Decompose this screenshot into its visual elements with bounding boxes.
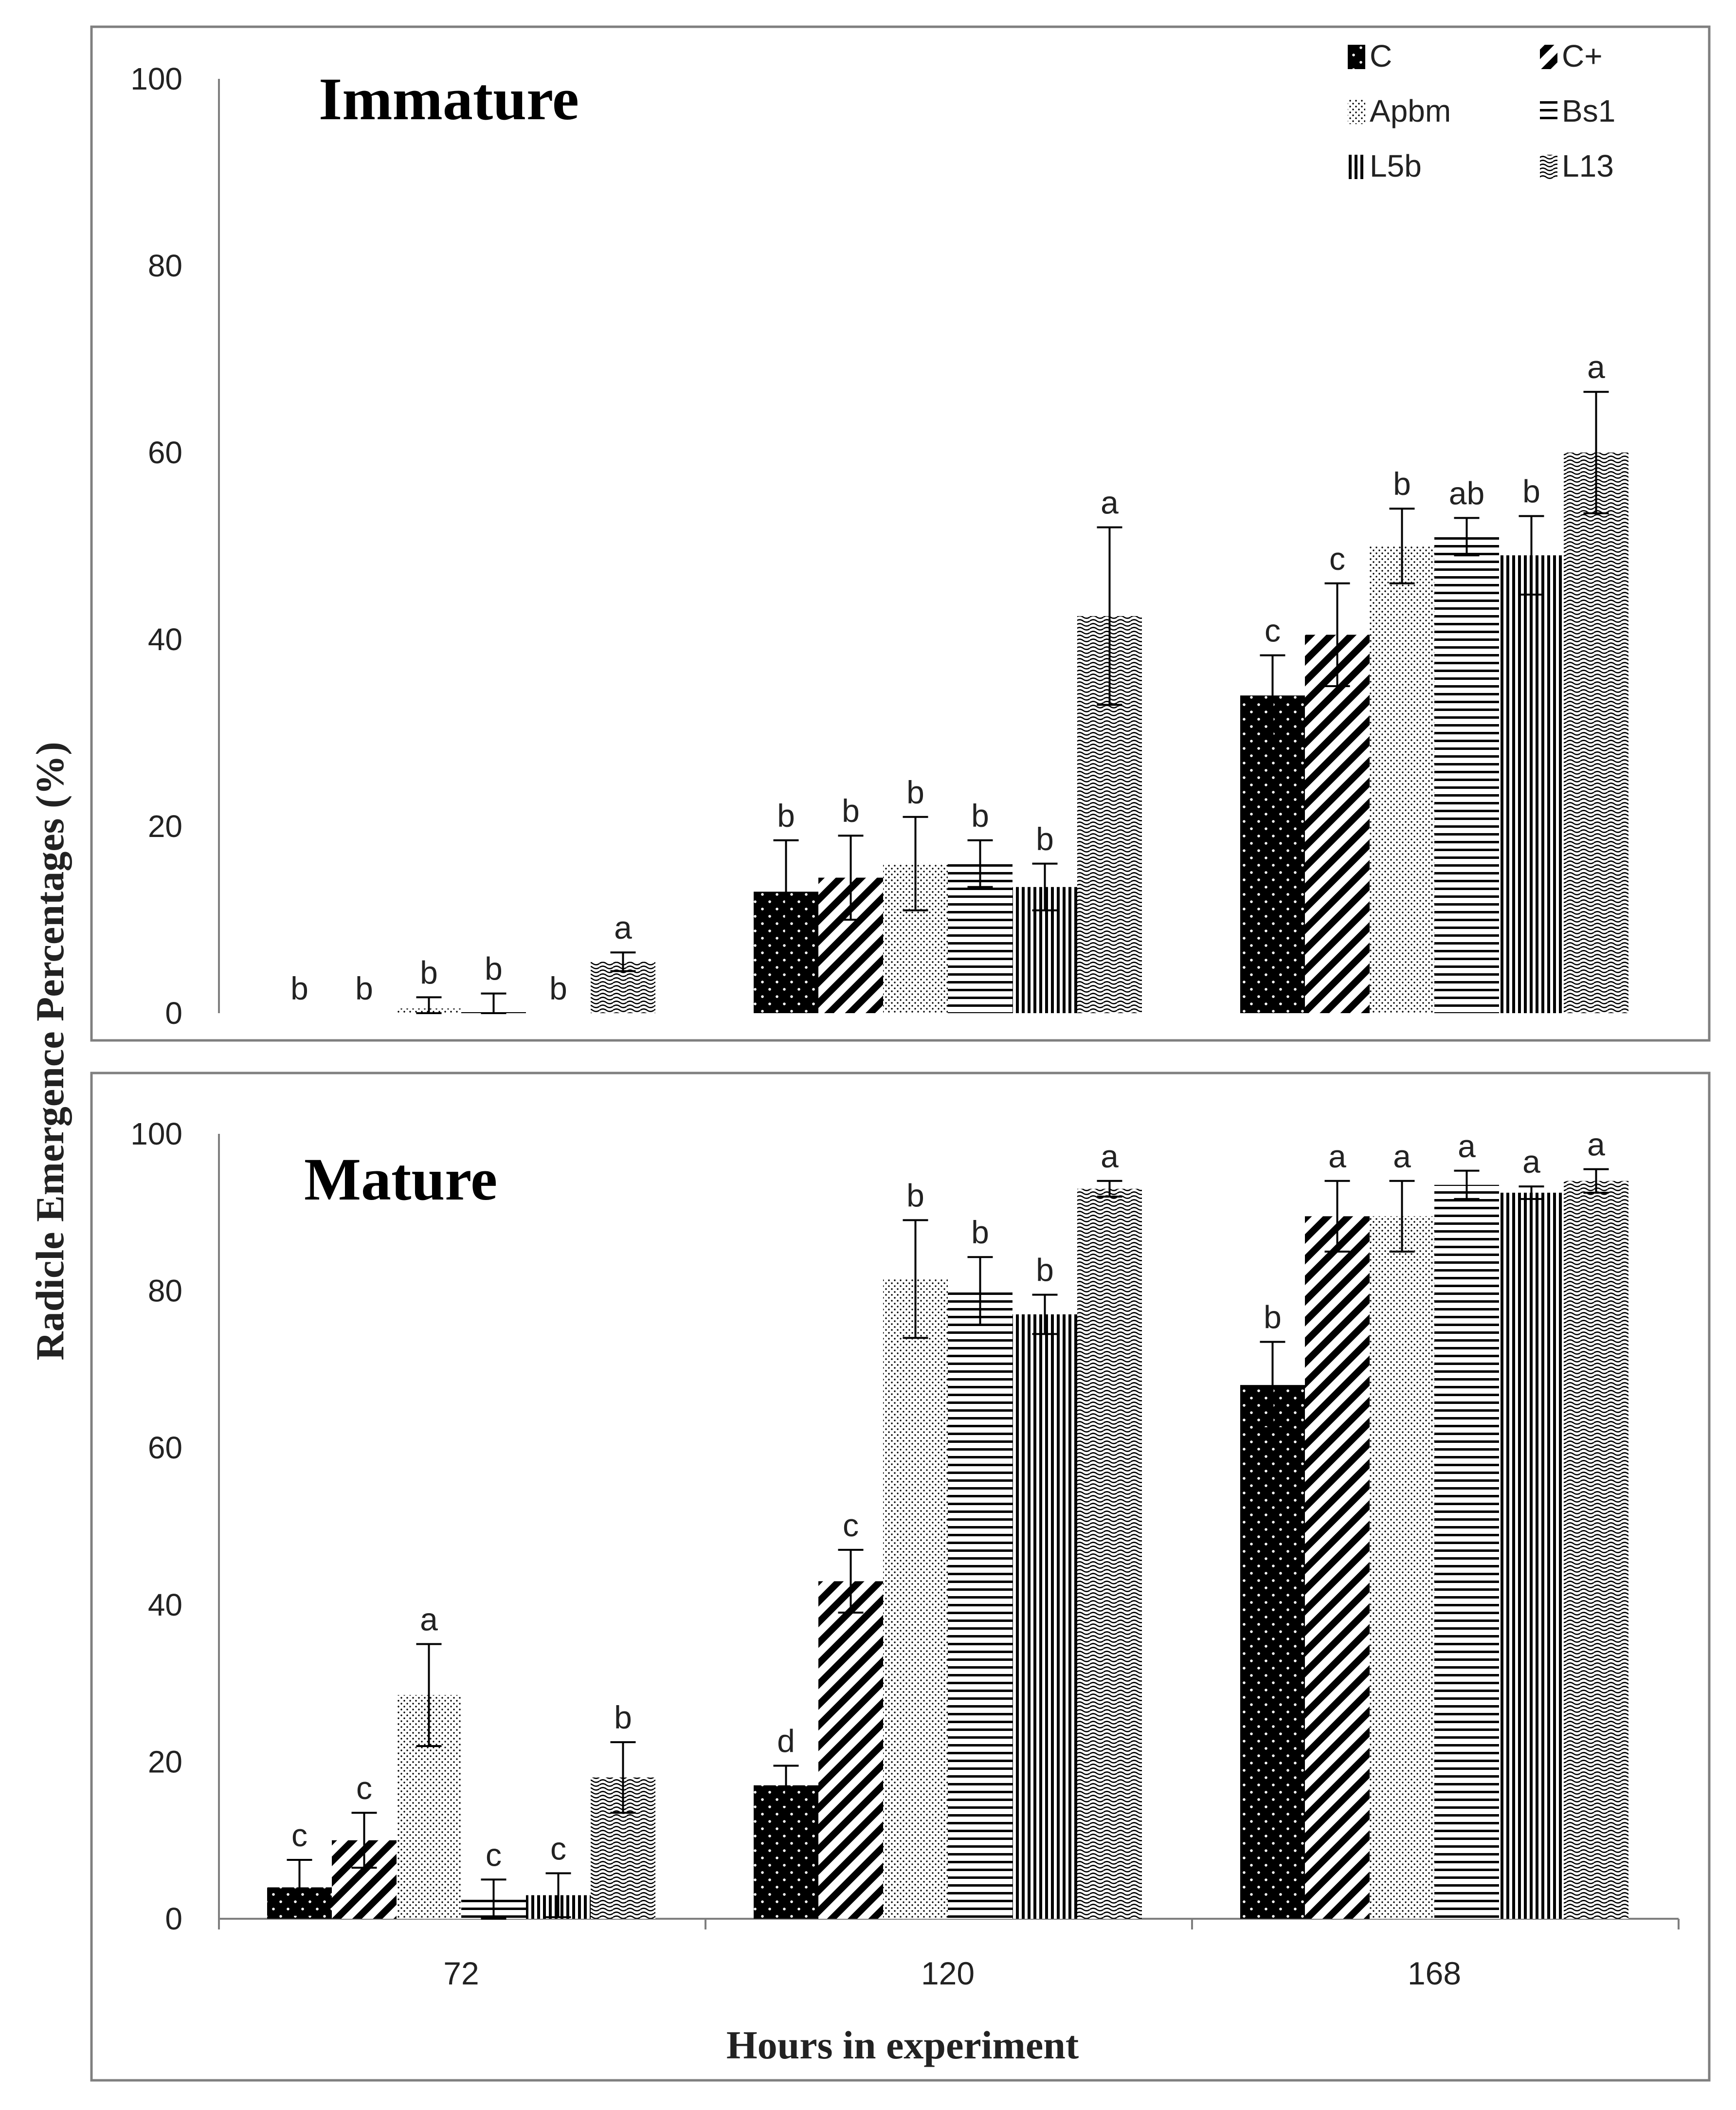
- mature-significance-letter: a: [1522, 1144, 1540, 1180]
- immature-panel-frame: [90, 25, 1711, 1042]
- immature-y-tick-label: 60: [148, 435, 182, 470]
- legend-swatch-apbm: [1348, 100, 1365, 124]
- immature-significance-letter: b: [290, 970, 308, 1006]
- mature-bar-l13-168: [1564, 1181, 1628, 1919]
- immature-significance-letter: ab: [1449, 475, 1484, 511]
- immature-significance-letter: b: [485, 951, 503, 987]
- immature-significance-letter: a: [1101, 485, 1119, 521]
- mature-y-tick-label: 80: [148, 1273, 182, 1309]
- immature-y-tick-label: 40: [148, 622, 182, 657]
- mature-bar-l5b-120: [1013, 1314, 1077, 1919]
- immature-significance-letter: a: [614, 909, 632, 946]
- legend-label-bs1: Bs1: [1562, 93, 1615, 128]
- immature-significance-letter: b: [1036, 821, 1054, 857]
- immature-significance-letter: b: [777, 798, 795, 834]
- mature-bar-bs1-168: [1434, 1184, 1499, 1919]
- legend-swatch-bs1: [1540, 100, 1557, 124]
- mature-significance-letter: b: [1264, 1299, 1282, 1335]
- mature-category-label: 168: [1408, 1955, 1461, 1991]
- immature-y-tick-label: 80: [148, 248, 182, 283]
- mature-title: Mature: [304, 1146, 497, 1213]
- mature-significance-letter: a: [1101, 1138, 1119, 1174]
- mature-significance-letter: a: [1328, 1138, 1346, 1174]
- mature-y-tick-label: 40: [148, 1587, 182, 1622]
- immature-significance-letter: b: [355, 970, 373, 1006]
- mature-bar-c-plus-120: [818, 1581, 883, 1919]
- immature-bar-bs1-168: [1434, 536, 1499, 1013]
- mature-significance-letter: b: [614, 1699, 632, 1735]
- immature-bar-l5b-168: [1499, 555, 1564, 1013]
- mature-y-tick-label: 20: [148, 1744, 182, 1779]
- immature-plot: 0 20 40 60 80 100 b b c b b c b b b b b ab b b b a a a: [130, 61, 1628, 1031]
- mature-bar-c-168: [1240, 1385, 1305, 1919]
- legend-label-c-plus: C+: [1562, 38, 1603, 73]
- mature-plot: 0 20 40 60 80 100 72 120 168 c d b c c a a b a c b a c b a b a a: [130, 1116, 1680, 1991]
- mature-significance-letter: c: [291, 1817, 307, 1853]
- mature-bar-apbm-120: [883, 1279, 948, 1919]
- legend-swatch-l5b: [1348, 155, 1365, 179]
- immature-significance-letter: c: [1329, 541, 1345, 577]
- mature-significance-letter: c: [550, 1830, 566, 1866]
- mature-significance-letter: b: [971, 1214, 989, 1250]
- immature-significance-letter: b: [971, 798, 989, 834]
- mature-bar-bs1-120: [948, 1291, 1013, 1919]
- immature-bar-c-168: [1240, 695, 1305, 1013]
- mature-bar-c-plus-168: [1305, 1216, 1370, 1919]
- mature-significance-letter: c: [486, 1837, 502, 1873]
- mature-significance-letter: c: [843, 1507, 859, 1543]
- mature-bar-l5b-168: [1499, 1192, 1564, 1919]
- legend-swatch-c-plus: [1540, 45, 1557, 69]
- y-axis-label: Radicle Emergence Percentages (%): [28, 742, 72, 1360]
- immature-title: Immature: [319, 66, 579, 132]
- legend-swatch-l13: [1540, 155, 1557, 179]
- mature-significance-letter: c: [356, 1770, 372, 1806]
- mature-category-label: 120: [921, 1955, 975, 1991]
- mature-significance-letter: a: [420, 1601, 438, 1637]
- mature-bar-l13-120: [1077, 1188, 1142, 1919]
- mature-significance-letter: a: [1393, 1138, 1411, 1174]
- mature-bar-apbm-168: [1370, 1216, 1434, 1919]
- legend-label-c: C: [1370, 38, 1392, 73]
- mature-y-tick-label: 100: [130, 1116, 182, 1151]
- immature-bar-bs1-120: [948, 863, 1013, 1013]
- immature-bar-apbm-168: [1370, 546, 1434, 1013]
- mature-significance-letter: d: [777, 1723, 795, 1759]
- immature-significance-letter: c: [1265, 613, 1281, 649]
- mature-y-tick-label: 60: [148, 1430, 182, 1465]
- immature-bar-l13-168: [1564, 453, 1628, 1013]
- mature-significance-letter: a: [1587, 1127, 1605, 1163]
- immature-significance-letter: b: [842, 793, 860, 829]
- mature-significance-letter: b: [1036, 1252, 1054, 1288]
- legend: C C+ Apbm Bs1 L5b L13: [1348, 38, 1615, 183]
- immature-significance-letter: b: [549, 970, 567, 1006]
- immature-significance-letter: a: [1587, 349, 1605, 385]
- immature-y-tick-label: 100: [130, 61, 182, 96]
- immature-y-tick-label: 0: [165, 996, 182, 1031]
- mature-category-label: 72: [443, 1955, 479, 1991]
- mature-y-tick-label: 0: [165, 1901, 182, 1936]
- legend-label-apbm: Apbm: [1370, 93, 1451, 128]
- mature-panel-frame: [90, 1072, 1711, 2082]
- mature-significance-letter: a: [1458, 1128, 1476, 1164]
- immature-significance-letter: b: [420, 954, 438, 990]
- immature-bar-c-plus-168: [1305, 635, 1370, 1013]
- legend-label-l5b: L5b: [1370, 148, 1422, 183]
- mature-significance-letter: b: [906, 1177, 924, 1213]
- immature-significance-letter: b: [1522, 473, 1540, 509]
- immature-y-tick-label: 20: [148, 809, 182, 844]
- x-axis-label: Hours in experiment: [726, 2023, 1079, 2067]
- legend-label-l13: L13: [1562, 148, 1614, 183]
- legend-swatch-c: [1348, 45, 1365, 69]
- immature-significance-letter: b: [1393, 466, 1411, 502]
- immature-significance-letter: b: [906, 774, 924, 810]
- mature-bar-c-120: [754, 1785, 818, 1919]
